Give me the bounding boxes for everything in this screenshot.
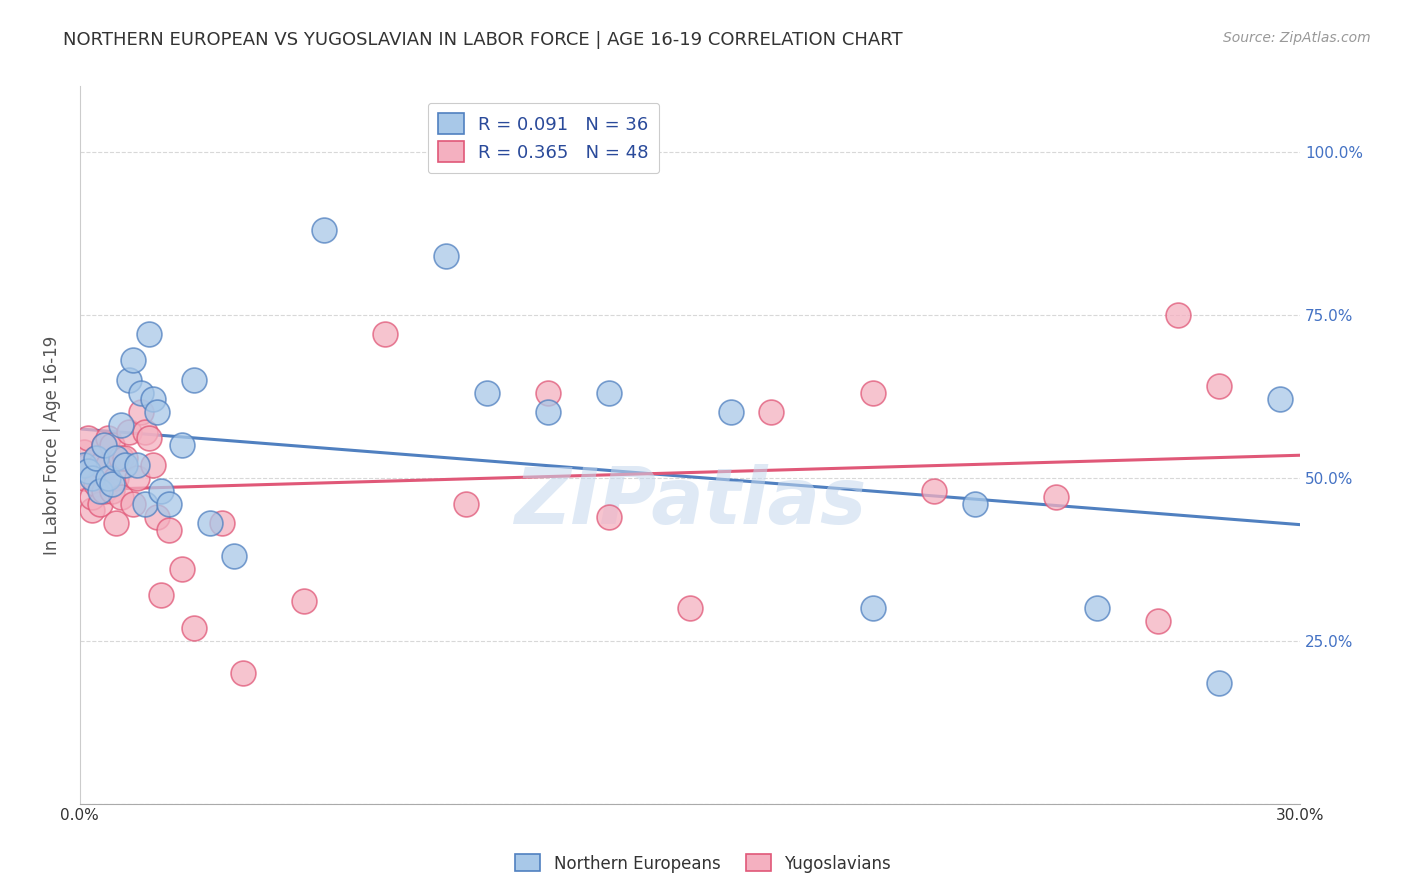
Point <box>1167 308 1189 322</box>
Point <box>80 503 103 517</box>
Point <box>536 405 558 419</box>
Point <box>142 458 165 472</box>
Legend: Northern Europeans, Yugoslavians: Northern Europeans, Yugoslavians <box>509 847 897 880</box>
Point <box>157 523 180 537</box>
Point <box>129 405 152 419</box>
Point <box>84 450 107 465</box>
Point <box>142 392 165 407</box>
Point <box>125 458 148 472</box>
Point <box>679 601 702 615</box>
Point <box>134 497 156 511</box>
Point <box>118 425 141 439</box>
Point <box>475 385 498 400</box>
Point <box>89 483 111 498</box>
Point <box>110 418 132 433</box>
Point <box>97 458 120 472</box>
Point <box>312 223 335 237</box>
Point <box>862 385 884 400</box>
Point <box>84 450 107 465</box>
Point <box>1085 601 1108 615</box>
Point <box>101 483 124 498</box>
Point <box>536 385 558 400</box>
Point <box>121 497 143 511</box>
Point <box>292 594 315 608</box>
Point <box>105 516 128 531</box>
Point <box>224 549 246 563</box>
Y-axis label: In Labor Force | Age 16-19: In Labor Force | Age 16-19 <box>44 335 60 555</box>
Point <box>97 432 120 446</box>
Point <box>374 327 396 342</box>
Point <box>93 438 115 452</box>
Point <box>73 444 96 458</box>
Point <box>963 497 986 511</box>
Point <box>89 497 111 511</box>
Point <box>211 516 233 531</box>
Point <box>157 497 180 511</box>
Point <box>121 353 143 368</box>
Point <box>93 438 115 452</box>
Point <box>170 438 193 452</box>
Point <box>138 327 160 342</box>
Point <box>232 666 254 681</box>
Point <box>114 458 136 472</box>
Legend: R = 0.091   N = 36, R = 0.365   N = 48: R = 0.091 N = 36, R = 0.365 N = 48 <box>427 103 659 173</box>
Point <box>922 483 945 498</box>
Point <box>134 425 156 439</box>
Point <box>146 405 169 419</box>
Point <box>146 509 169 524</box>
Point <box>77 432 100 446</box>
Point <box>114 450 136 465</box>
Point <box>97 470 120 484</box>
Point <box>110 450 132 465</box>
Point <box>170 562 193 576</box>
Point <box>183 373 205 387</box>
Point <box>183 621 205 635</box>
Point <box>434 249 457 263</box>
Point <box>101 438 124 452</box>
Point <box>129 385 152 400</box>
Point <box>1208 676 1230 690</box>
Point <box>89 458 111 472</box>
Point <box>138 432 160 446</box>
Text: NORTHERN EUROPEAN VS YUGOSLAVIAN IN LABOR FORCE | AGE 16-19 CORRELATION CHART: NORTHERN EUROPEAN VS YUGOSLAVIAN IN LABO… <box>63 31 903 49</box>
Point <box>761 405 783 419</box>
Point <box>720 405 742 419</box>
Point <box>105 470 128 484</box>
Point <box>80 470 103 484</box>
Point <box>110 490 132 504</box>
Point <box>1146 614 1168 628</box>
Point <box>93 483 115 498</box>
Point <box>73 458 96 472</box>
Text: ZIPatlas: ZIPatlas <box>513 465 866 541</box>
Point <box>1045 490 1067 504</box>
Point <box>118 373 141 387</box>
Point <box>598 385 620 400</box>
Point <box>125 470 148 484</box>
Point <box>80 490 103 504</box>
Text: Source: ZipAtlas.com: Source: ZipAtlas.com <box>1223 31 1371 45</box>
Point <box>150 588 173 602</box>
Point <box>77 458 100 472</box>
Point <box>77 464 100 478</box>
Point <box>1208 379 1230 393</box>
Point <box>198 516 221 531</box>
Point <box>862 601 884 615</box>
Point <box>150 483 173 498</box>
Point <box>598 509 620 524</box>
Point <box>84 477 107 491</box>
Point <box>73 470 96 484</box>
Point <box>1268 392 1291 407</box>
Point <box>101 477 124 491</box>
Point <box>456 497 478 511</box>
Point <box>105 450 128 465</box>
